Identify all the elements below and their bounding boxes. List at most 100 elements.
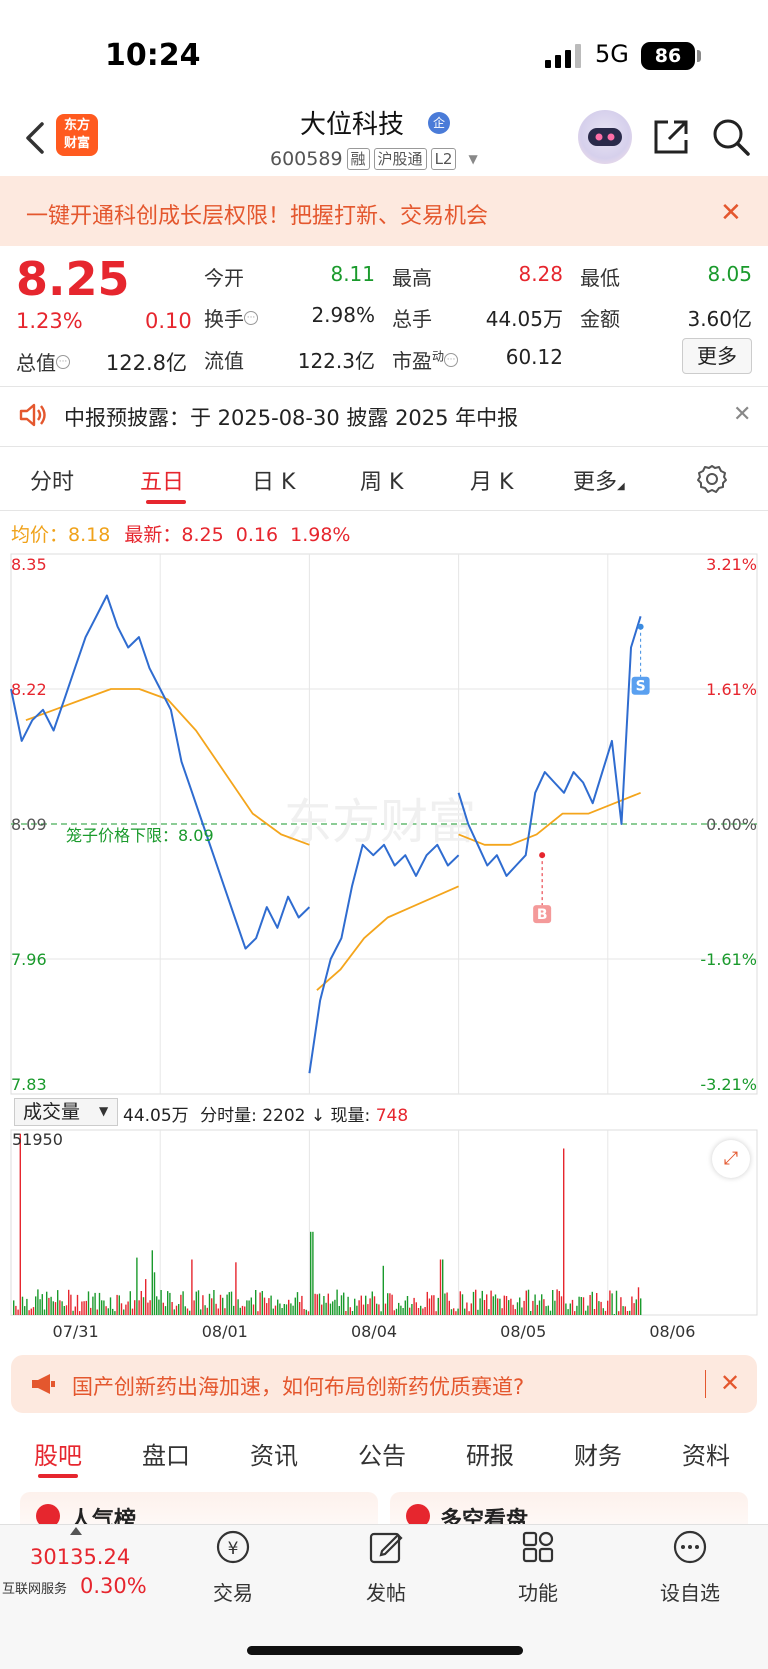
current-volume-value: 748 (375, 1106, 409, 1126)
volume-bar (453, 1308, 455, 1315)
volume-bar (633, 1303, 635, 1315)
volume-bar (356, 1305, 358, 1315)
trade-marker-badge (533, 905, 552, 924)
tab-intraday[interactable]: 分时 (30, 470, 75, 495)
volume-bar (283, 1304, 285, 1315)
news-banner[interactable] (11, 1355, 757, 1413)
volume-bar (281, 1308, 283, 1315)
news-close-icon[interactable]: ✕ (720, 1369, 741, 1397)
volume-bar (391, 1294, 393, 1315)
tab-news[interactable]: 资讯 (250, 1442, 298, 1470)
volume-bar (87, 1291, 90, 1315)
volume-bar (360, 1295, 362, 1315)
volume-bar (585, 1310, 587, 1315)
tab-more[interactable]: 更多◢ (573, 470, 625, 495)
volume-bar (481, 1290, 483, 1315)
index-value[interactable]: 30135.24 (30, 1545, 131, 1569)
price-change: 0.10 (145, 309, 192, 333)
share-icon[interactable] (652, 118, 690, 156)
volume-bar (26, 1298, 28, 1315)
volume-bar (19, 1133, 21, 1315)
volume-bar (596, 1293, 598, 1315)
tab-order-book[interactable]: 盘口 (142, 1442, 190, 1470)
caret-up-icon[interactable] (70, 1527, 82, 1535)
amount-value: 3.60亿 (687, 307, 752, 331)
volume-bar (301, 1295, 303, 1315)
y-tick-label: 8.35 (11, 555, 47, 574)
volume-bar (415, 1302, 417, 1315)
volume-bar (497, 1298, 499, 1315)
notice-close-icon[interactable]: ✕ (733, 402, 752, 427)
notice-text[interactable]: 中报预披露：于 2025-08-30 披露 2025 年中报 (64, 406, 519, 430)
volume-bar (516, 1302, 519, 1315)
volume-bar (558, 1291, 560, 1315)
volume-bar (376, 1303, 378, 1315)
settings-gear-icon[interactable] (696, 463, 728, 495)
volume-bar (382, 1265, 384, 1315)
back-arrow-icon[interactable] (22, 118, 52, 158)
volume-bar (193, 1300, 195, 1315)
volume-bar (459, 1291, 461, 1315)
tab-research[interactable]: 研报 (466, 1442, 514, 1470)
news-headline[interactable]: 国产创新药出海加速，如何布局创新药优质赛道? (72, 1375, 525, 1399)
volume-bar (345, 1311, 347, 1315)
volume-bar (250, 1297, 252, 1315)
promo-close-icon[interactable]: ✕ (720, 198, 742, 228)
stock-code-row[interactable]: 600589 融 沪股通 L2 ▼ (270, 146, 478, 172)
tab-forum[interactable]: 股吧 (34, 1442, 82, 1470)
volume-bar (494, 1294, 497, 1315)
volume-indicator-select[interactable]: 成交量 (14, 1098, 118, 1126)
tab-five-day[interactable]: 五日 (140, 470, 185, 495)
home-indicator (247, 1646, 523, 1655)
volume-bar (413, 1297, 415, 1315)
float-cap-label: 流值 (204, 349, 244, 373)
volume-bar (514, 1309, 516, 1315)
enterprise-badge: 企 (428, 112, 450, 134)
volume-bar (263, 1297, 266, 1315)
tab-announcements[interactable]: 公告 (358, 1442, 406, 1470)
ai-assistant-face (588, 128, 622, 146)
nav-post[interactable]: 发帖 (341, 1527, 431, 1606)
search-icon[interactable] (712, 118, 750, 156)
volume-bar (433, 1295, 435, 1315)
expand-chart-icon[interactable]: ⤢ (712, 1140, 750, 1178)
tag-connect: 沪股通 (373, 148, 427, 170)
volume-bar (422, 1308, 424, 1315)
volume-bar (358, 1300, 360, 1315)
nav-add-watchlist[interactable]: 设自选 (645, 1527, 735, 1606)
volume-bar (314, 1293, 316, 1315)
low-value: 8.05 (707, 262, 752, 286)
nav-trade[interactable]: ¥ 交易 (188, 1527, 278, 1606)
tab-monthly-k[interactable]: 月 K (470, 470, 514, 495)
volume-bar (50, 1296, 52, 1315)
volume-bar (609, 1290, 611, 1315)
volume-bar (123, 1309, 125, 1315)
tab-active-indicator (146, 500, 186, 504)
y-pct-label: 0.00% (706, 815, 757, 834)
promo-banner[interactable] (0, 176, 768, 246)
volume-bar (307, 1311, 310, 1315)
promo-text[interactable]: 一键开通科创成长层权限！把握打新、交易机会 (26, 204, 489, 229)
volume-bar (270, 1295, 272, 1315)
volume-bar (43, 1309, 46, 1315)
info-icon: ··· (244, 311, 258, 325)
volume-bar (52, 1301, 54, 1315)
volume-bar (98, 1292, 101, 1315)
nav-functions[interactable]: 功能 (493, 1527, 583, 1606)
more-quote-button[interactable]: 更多 (682, 338, 752, 374)
y-tick-label: 7.83 (11, 1075, 47, 1094)
tag-l2: L2 (430, 148, 457, 170)
volume-bar (173, 1309, 175, 1315)
volume-chart[interactable]: 51950 07/31 08/01 08/04 08/05 08/06 (0, 1125, 768, 1345)
volume-bar (444, 1293, 446, 1315)
tab-profile[interactable]: 资料 (682, 1442, 730, 1470)
tab-weekly-k[interactable]: 周 K (360, 470, 404, 495)
price-chart[interactable]: 东方财富 B S 8.35 3.21% 8.22 1.61% 8.09 0.00% 7.96 -… (0, 548, 768, 1096)
tab-financials[interactable]: 财务 (574, 1442, 622, 1470)
volume-bar (347, 1296, 349, 1315)
volume-bar (615, 1290, 618, 1315)
app-logo[interactable]: 东方 财富 (56, 114, 98, 156)
volume-bar (589, 1295, 591, 1315)
tab-daily-k[interactable]: 日 K (252, 470, 296, 495)
volume-bar (195, 1291, 197, 1315)
